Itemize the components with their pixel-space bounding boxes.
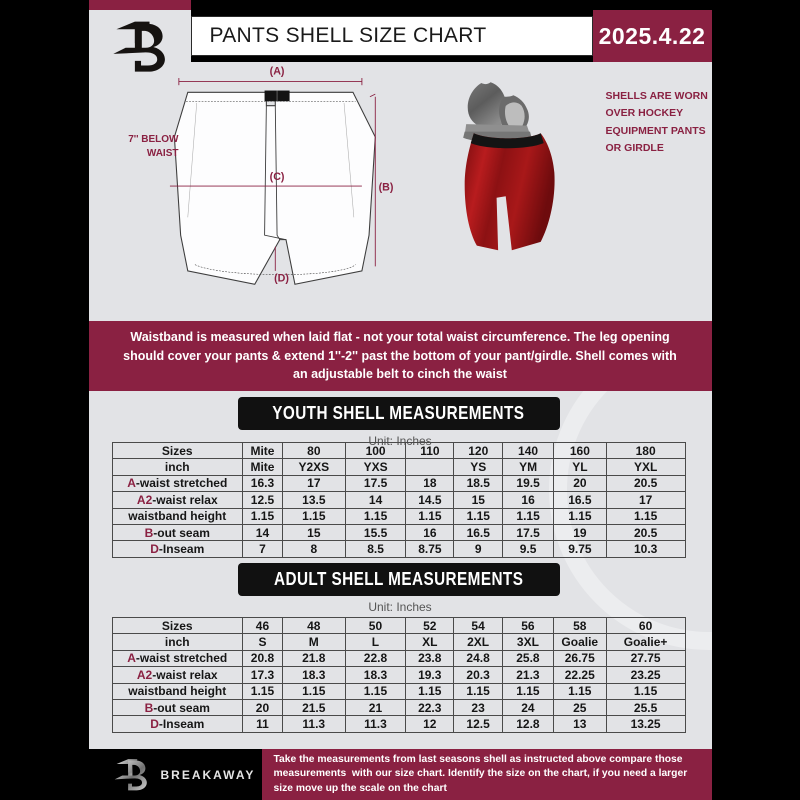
svg-text:(A): (A) bbox=[269, 65, 284, 77]
svg-text:(C): (C) bbox=[269, 171, 284, 183]
svg-text:(D): (D) bbox=[274, 273, 289, 285]
svg-text:(B): (B) bbox=[378, 182, 393, 194]
